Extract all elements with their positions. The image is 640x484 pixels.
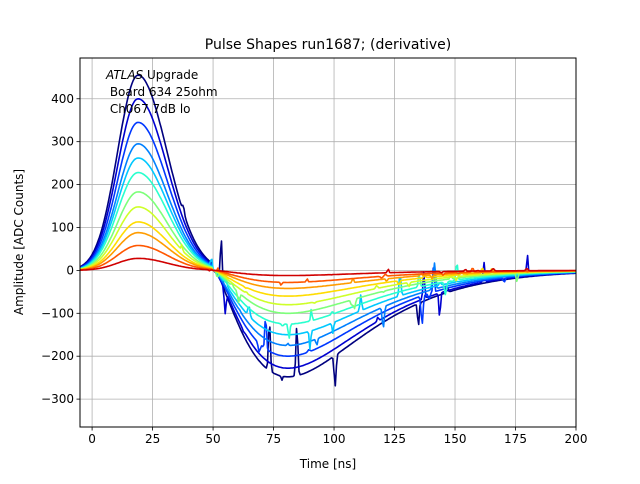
series-line (80, 157, 576, 351)
x-tick-label: 0 (88, 432, 96, 446)
y-tick-label: −100 (41, 306, 74, 320)
series-line (80, 74, 576, 387)
x-tick-label: 200 (565, 432, 588, 446)
y-tick-label: −300 (41, 392, 74, 406)
series-line (80, 98, 576, 370)
x-tick-label: 25 (145, 432, 160, 446)
y-tick-label: 100 (51, 220, 74, 234)
channel-annotation: Ch067 7dB lo (106, 102, 191, 116)
plot-area (80, 58, 576, 427)
y-tick-label: −200 (41, 349, 74, 363)
atlas-annotation: ATLAS Upgrade (105, 68, 198, 82)
plot-frame (79, 57, 577, 428)
x-tick-label: 75 (266, 432, 281, 446)
series-line (80, 206, 576, 306)
y-tick-label: 0 (66, 263, 74, 277)
upgrade-label: Upgrade (143, 68, 198, 82)
axis-ticks: 0 25 50 75 100 125 150 175 200 −300 −200 −100 0 100 20… (41, 92, 587, 446)
chart-title: Pulse Shapes run1687; (derivative) (205, 37, 451, 53)
y-tick-label: 200 (51, 178, 74, 192)
x-tick-label: 50 (205, 432, 220, 446)
y-axis-label: Amplitude [ADC Counts] (12, 169, 26, 315)
series-line (80, 244, 576, 286)
y-tick-label: 300 (51, 135, 74, 149)
series-line (80, 171, 576, 339)
board-annotation: Board 634 25ohm (106, 85, 218, 99)
x-axis-label: Time [ns] (299, 457, 356, 471)
series-line (80, 257, 576, 277)
x-tick-label: 175 (504, 432, 527, 446)
x-tick-label: 100 (323, 432, 346, 446)
series-line (80, 143, 576, 347)
series-layer (80, 74, 576, 387)
series-line (80, 121, 576, 358)
atlas-label: ATLAS (105, 68, 144, 82)
x-tick-label: 125 (383, 432, 406, 446)
grid-lines (80, 58, 577, 427)
x-tick-label: 150 (444, 432, 467, 446)
series-line (80, 191, 576, 315)
y-tick-label: 400 (51, 92, 74, 106)
